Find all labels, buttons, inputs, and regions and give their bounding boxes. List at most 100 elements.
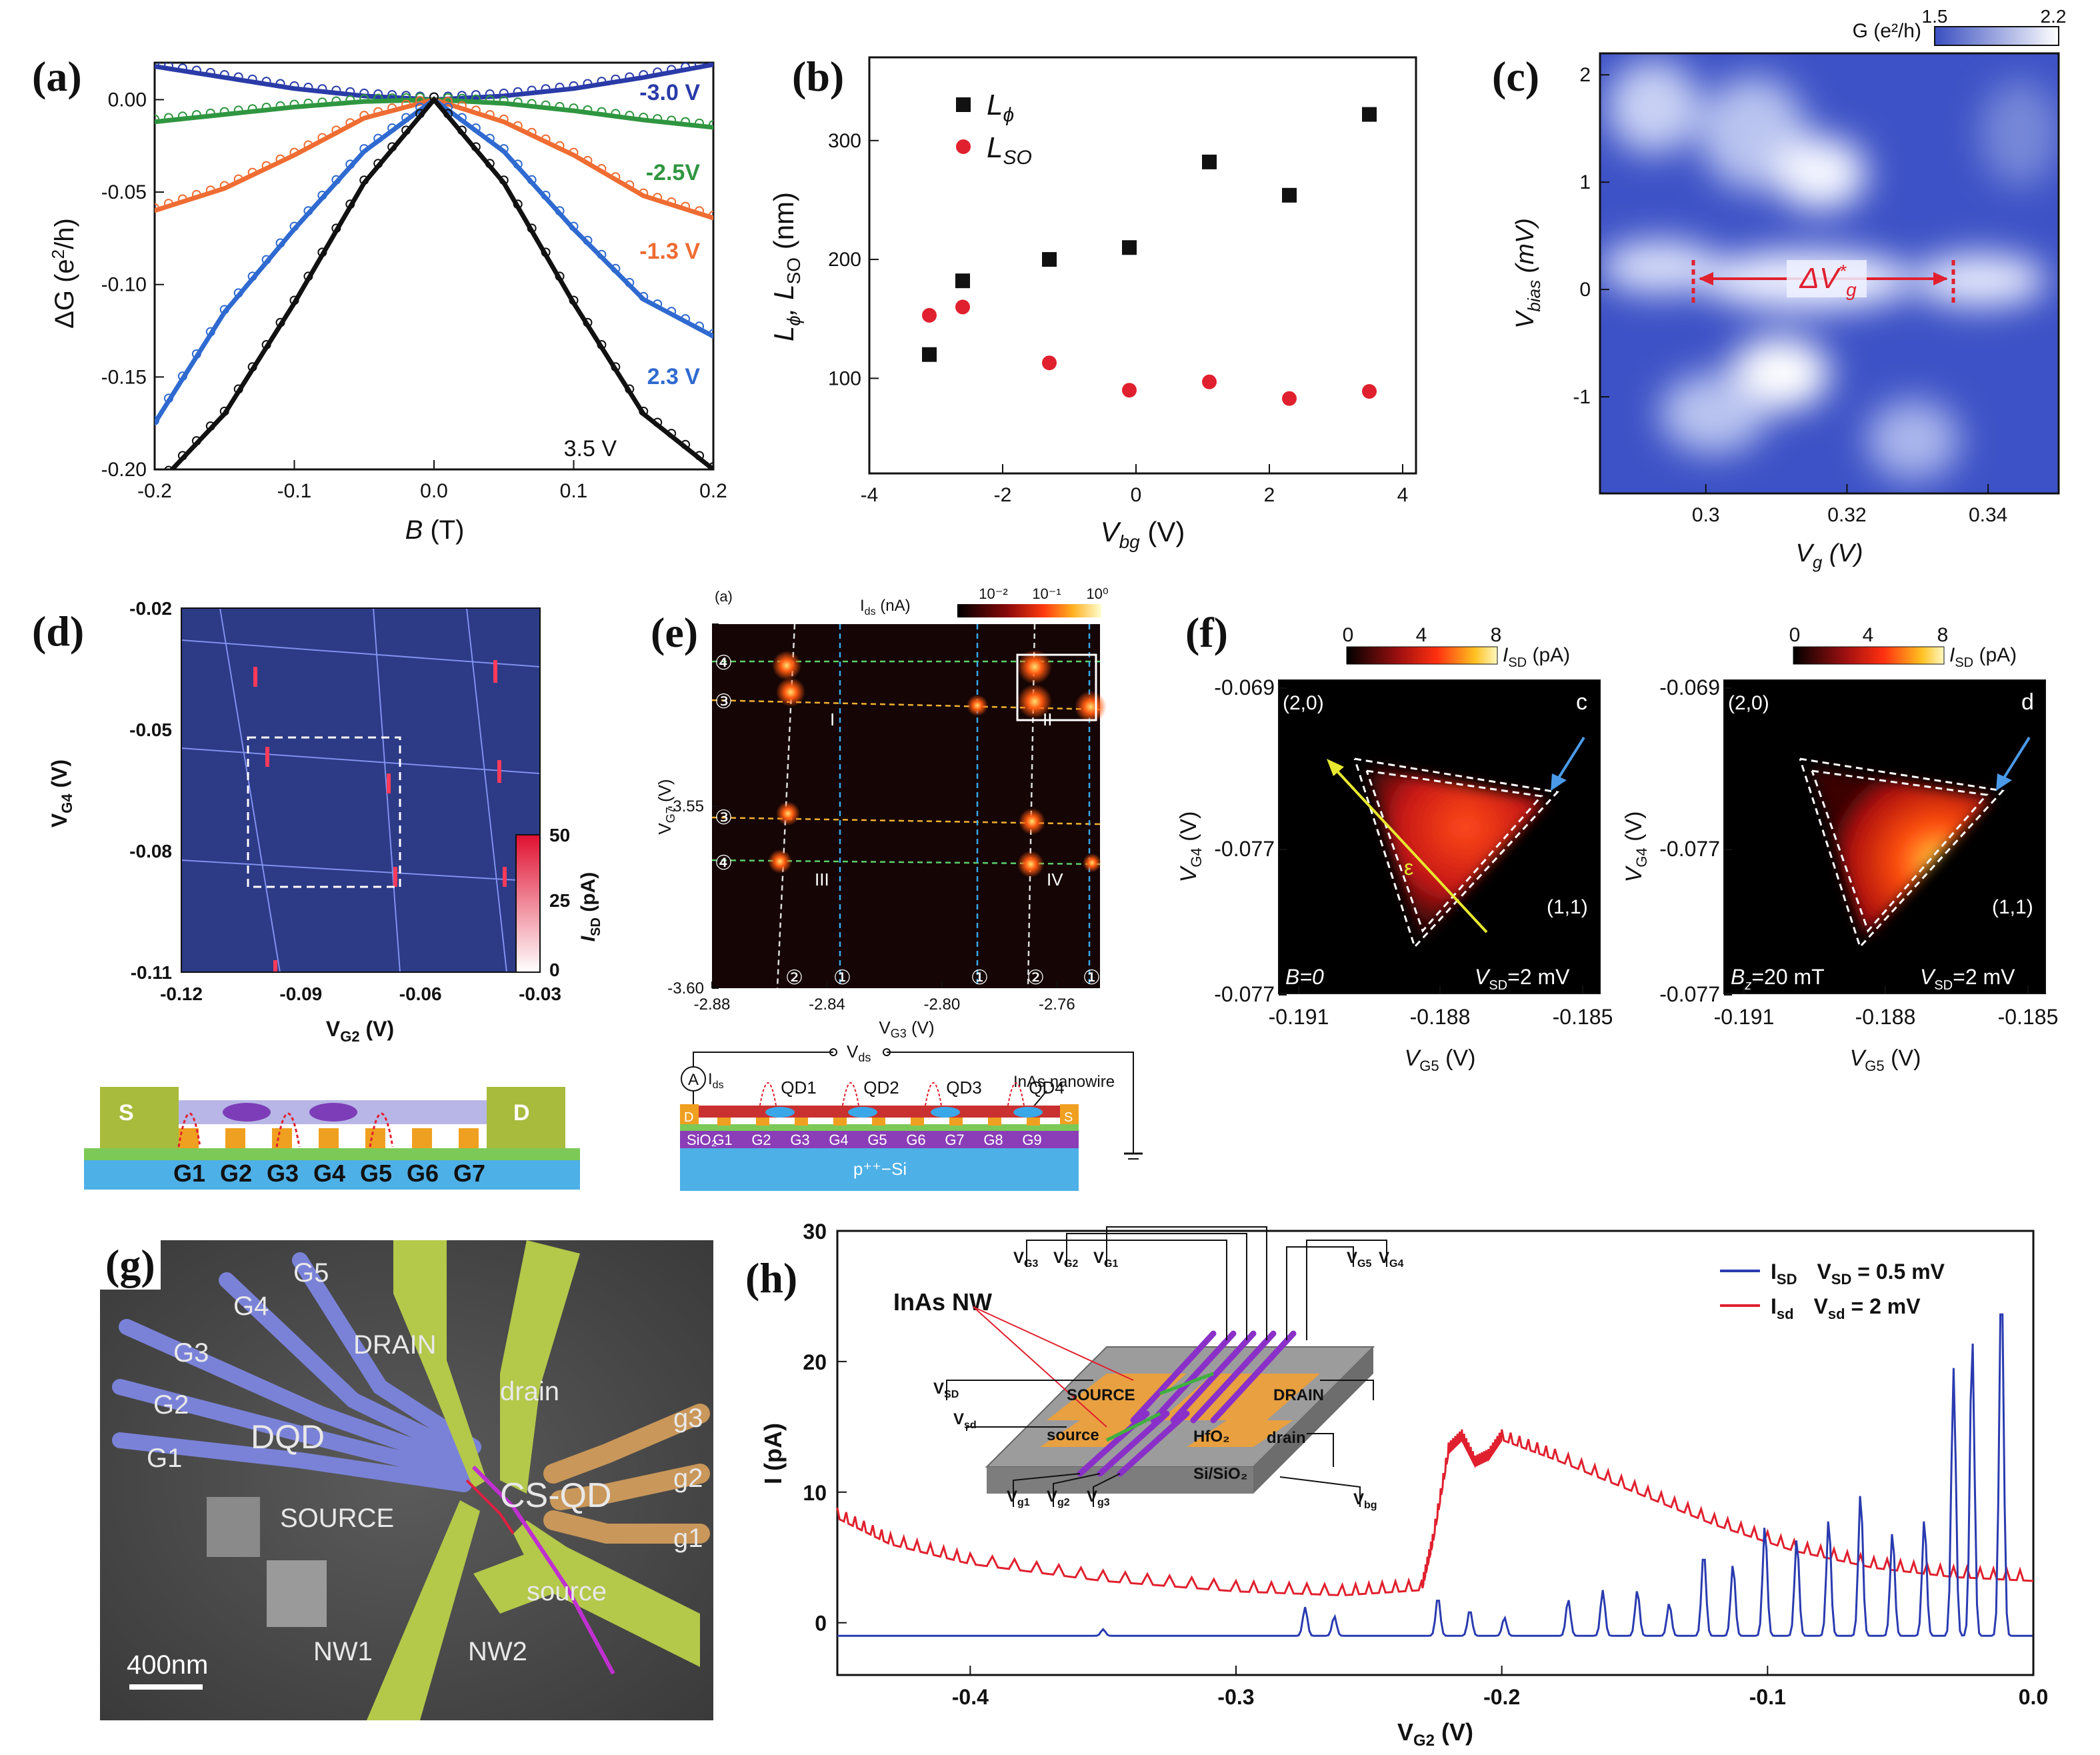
panel-h-ytick-label: 30 (803, 1220, 827, 1244)
panel-e-region-label: IV (1047, 869, 1063, 890)
panel-e-colorbar-tick: 10⁰ (1086, 585, 1108, 602)
panel-a-data-point (513, 121, 523, 131)
panel-e-zoom-box (1016, 653, 1097, 721)
panel-a-data-point (155, 203, 159, 213)
panel-a-data-point (611, 172, 621, 182)
panel-g-leads (367, 1240, 700, 1720)
panel-h: (h) -0.4 -0.3 -0.2 -0.1 0.0 0 10 20 30 I (pA) VG… (733, 1200, 2100, 1755)
panel-h-chart: -0.4 -0.3 -0.2 -0.1 0.0 0 10 20 30 I (pA) VG2 (V… (759, 1220, 2048, 1750)
panel-d-gate-label: G3 (267, 1160, 299, 1187)
panel-e-charge-state: ④ (715, 852, 733, 874)
panel-a-data-point (681, 63, 691, 72)
panel-d-gate-label: G2 (220, 1160, 252, 1187)
panel-a-data-point (177, 111, 187, 121)
panel-a-data-point (555, 271, 565, 281)
panel-a-data-point (401, 93, 411, 103)
panel-f-epsilon-arrow (1329, 763, 1488, 934)
panel-e-dot-label: QD4 (1029, 1078, 1064, 1098)
panel-a-data-point (233, 72, 243, 82)
panel-d-gate-label: G5 (360, 1160, 392, 1187)
panel-a-data-point (583, 235, 593, 245)
panel-b-lphi-point (1362, 107, 1377, 122)
series-label-23v: 2.3 V (647, 364, 701, 389)
panel-d-gate-label: G1 (173, 1160, 205, 1187)
svg-text:4: 4 (1863, 624, 1874, 646)
panel-d-gate (365, 1128, 385, 1148)
panel-a-data-point (359, 144, 369, 154)
panel-e-dot-label: QD3 (946, 1078, 981, 1098)
panel-a-xtick-label: 0.1 (560, 480, 588, 502)
panel-a-data-point (303, 98, 313, 108)
panel-d-device-schematic: G1 G2 G3 G4 G5 G6 G7 S D (84, 1087, 580, 1190)
panel-c-colorbar-min: 1.5 (1922, 6, 1948, 27)
panel-a-data-point (247, 271, 257, 281)
panel-a-data-point (247, 362, 257, 372)
panel-a-data-point (303, 206, 313, 216)
panel-e-colorbar-tick: 10⁻¹ (1032, 585, 1061, 602)
panel-a-data-point (275, 317, 285, 327)
panel-a-data-point (513, 159, 523, 169)
panel-e-xtick-label: -2.84 (809, 996, 845, 1014)
panel-e-inner-label: (a) (715, 588, 733, 605)
panel-h-xtick-label: -0.4 (952, 1685, 989, 1709)
panel-a-data-point (583, 155, 593, 165)
panel-g-nanowire-2 (465, 1479, 515, 1535)
panel-a-data-point (429, 92, 439, 102)
panel-a-data-point (653, 67, 663, 77)
panel-a-data-point (317, 247, 327, 257)
panel-f-xtick-label: -0.191 (1714, 1005, 1775, 1029)
svg-text:DQD: DQD (251, 1418, 325, 1456)
panel-b-xtick-label: -4 (861, 484, 879, 506)
svg-text:G1: G1 (147, 1444, 182, 1473)
panel-a-data-point (639, 406, 649, 416)
panel-b-lso-point (1042, 355, 1057, 371)
svg-text:NW2: NW2 (468, 1637, 527, 1666)
svg-text:Vg2: Vg2 (1047, 1488, 1070, 1508)
panel-a-data-point (359, 88, 369, 98)
panel-g-sensor-gates (543, 1404, 710, 1544)
panel-e-gate (872, 1118, 885, 1126)
svg-text:VSD: VSD (933, 1380, 959, 1400)
panel-a-data-point (597, 340, 607, 349)
panel-d-colorbar-tick: 50 (549, 825, 570, 845)
panel-a-series-fit (169, 96, 713, 469)
panel-h-ylabel: I (pA) (759, 1423, 787, 1484)
panel-e-gate (795, 1118, 808, 1126)
panel-c-ytick-label: 2 (1579, 64, 1591, 86)
panel-e-ytick-label: -3.55 (667, 797, 704, 815)
panel-a-data-point (541, 134, 551, 144)
panel-b-xtick-label: -2 (994, 484, 1012, 506)
svg-text:DRAIN: DRAIN (1273, 1386, 1324, 1404)
panel-d-ytick-label: -0.08 (129, 841, 172, 861)
circuit-nanowire-label: InAs nanowire (1013, 1073, 1115, 1091)
panel-e-region-label: III (815, 869, 829, 890)
panel-e-gate (717, 1118, 731, 1126)
panel-a-data-point (611, 263, 621, 273)
panel-c-ytick-label: -1 (1573, 386, 1591, 408)
panel-a-data-point (625, 277, 635, 287)
panel-d-chart: -0.12 -0.09 -0.06 -0.03 -0.02 -0.05 -0.08 -0.11… (47, 598, 603, 1190)
panel-a-data-point (695, 321, 705, 331)
panel-a-data-point (177, 371, 187, 381)
panel-e-gate (833, 1118, 847, 1126)
panel-e-gate (949, 1118, 963, 1126)
panel-a-data-point (485, 89, 495, 99)
panel-e-gate-label: G9 (1022, 1132, 1041, 1148)
svg-text:VG2: VG2 (1053, 1249, 1078, 1270)
panel-b-label: (b) (787, 52, 850, 101)
panel-a-data-point (443, 97, 453, 107)
panel-a-data-point (555, 101, 565, 111)
panel-a-data-point (401, 113, 411, 123)
panel-a-data-point (541, 84, 551, 94)
panel-a-data-point (219, 406, 229, 416)
panel-a-xtick-label: 0.2 (699, 480, 727, 502)
panel-a-data-point (261, 102, 271, 112)
panel-a-data-point (569, 295, 579, 305)
panel-h-device-inset: InAs NW SOURCE DRAIN source drain HfO₂ S… (893, 1226, 1403, 1511)
panel-a-data-point (695, 451, 705, 461)
panel-e: (e) (a) Ids (nA) 10⁻² 10⁻¹ 10⁰ (640, 573, 1173, 1214)
panel-a-data-point (275, 101, 285, 111)
panel-e-dot (848, 1107, 877, 1118)
circuit-substrate-label: p⁺⁺−Si (853, 1159, 907, 1179)
panel-f-colorbar-right (1793, 646, 1945, 665)
